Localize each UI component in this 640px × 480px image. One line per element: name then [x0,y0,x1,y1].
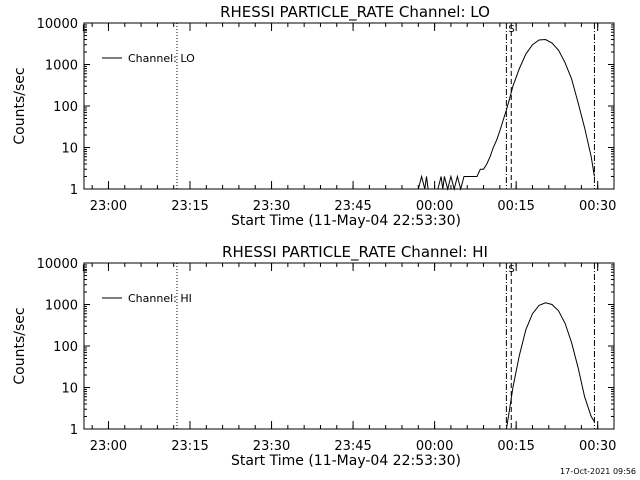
y-tick-label: 1 [70,183,78,198]
y-tick-label: 100 [53,100,78,115]
x-tick-label: 00:00 [416,439,453,454]
marker-label: S [508,264,514,275]
series-line [505,302,595,430]
x-tick-label: 00:15 [497,199,534,214]
y-tick-label: 10 [61,382,78,397]
y-tick-label: 10 [61,142,78,157]
footer-timestamp: 17-Oct-2021 09:56 [560,467,636,476]
x-tick-label: 23:00 [90,199,127,214]
y-tick-label: 1000 [45,59,78,74]
edge-marker: E [82,264,88,274]
edge-marker: E [82,24,88,34]
x-tick-label: 00:00 [416,199,453,214]
marker-label: S [508,24,514,35]
y-axis-label: Counts/sec [12,307,28,384]
chart-panel-lo: RHESSI PARTICLE_RATE Channel: LO 1 10 100 10… [12,3,616,229]
legend-label: Channel: LO [128,52,195,65]
chart-title: RHESSI PARTICLE_RATE Channel: HI [222,243,488,262]
x-tick-label: 23:15 [171,199,208,214]
x-tick-label: 00:30 [579,439,616,454]
x-tick-label: 23:15 [171,439,208,454]
y-tick-label: 100 [53,340,78,355]
x-tick-label: 00:15 [497,439,534,454]
chart-panel-hi: RHESSI PARTICLE_RATE Channel: HI 1 10 100 10… [12,243,616,469]
y-tick-label: 10000 [37,257,78,272]
x-tick-label: 23:30 [253,199,290,214]
chart-title: RHESSI PARTICLE_RATE Channel: LO [220,3,490,22]
legend-label: Channel: HI [128,292,192,305]
x-tick-label: 23:00 [90,439,127,454]
x-tick-label: 23:45 [334,199,371,214]
y-tick-label: 1000 [45,299,78,314]
x-tick-label: 23:45 [334,439,371,454]
y-tick-label: 10000 [37,17,78,32]
y-tick-label: 1 [70,423,78,438]
x-axis-label: Start Time (11-May-04 22:53:30) [231,213,461,229]
y-axis-label: Counts/sec [12,67,28,144]
series-line [417,38,595,191]
x-tick-label: 23:30 [253,439,290,454]
x-tick-label: 00:30 [579,199,616,214]
x-axis-label: Start Time (11-May-04 22:53:30) [231,453,461,469]
